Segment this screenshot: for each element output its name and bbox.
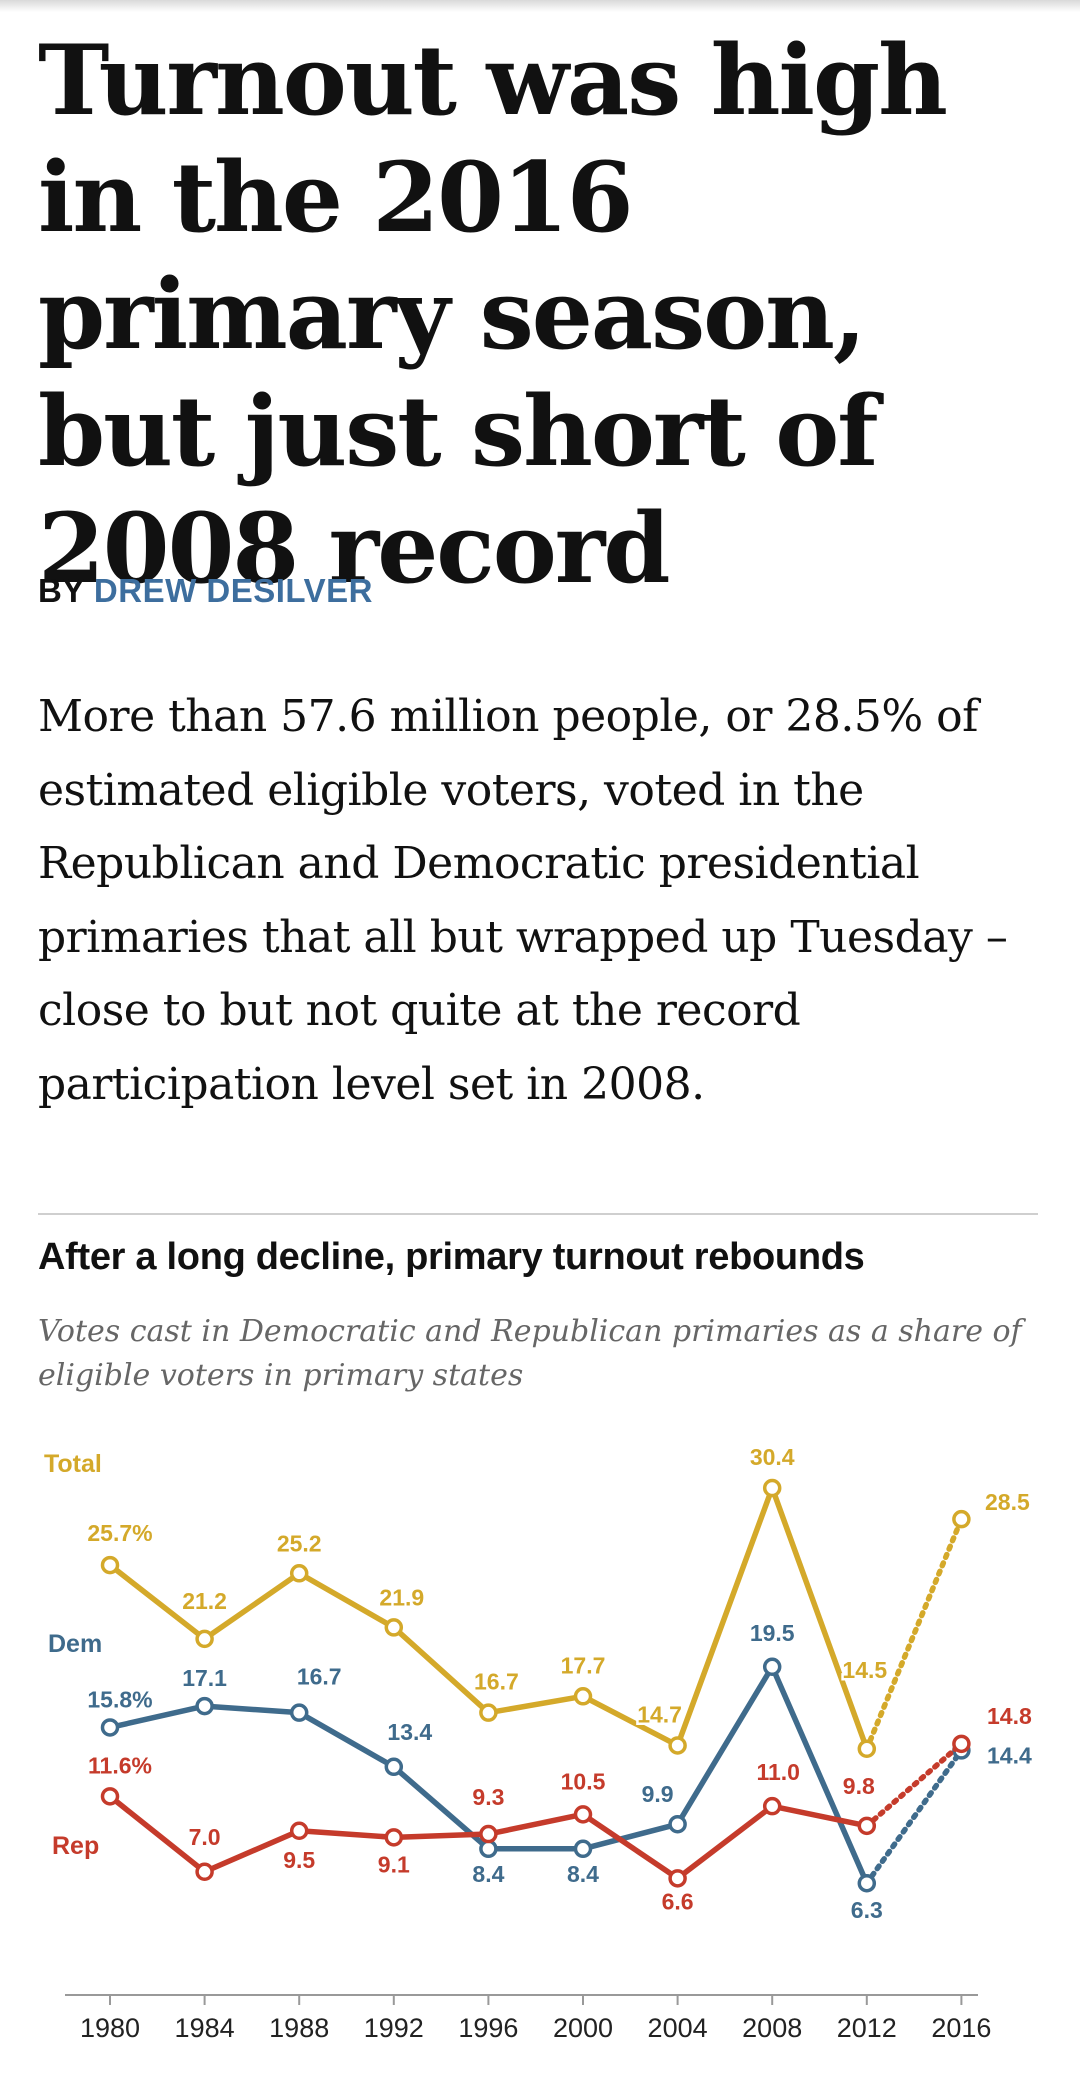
data-point-dem: [573, 1839, 593, 1859]
article-headline: Turnout was high in the 2016 primary sea…: [38, 24, 948, 605]
data-label-rep: 14.8: [987, 1703, 1032, 1729]
data-label-rep: 11.0: [756, 1759, 800, 1785]
data-point-dem: [762, 1657, 782, 1677]
data-point-rep: [195, 1862, 214, 1882]
data-point-total: [479, 1703, 498, 1722]
chart-subtitle: Votes cast in Democratic and Republican …: [38, 1314, 1022, 1393]
data-point-total: [952, 1509, 971, 1529]
data-point-total: [857, 1739, 877, 1759]
data-point-rep: [573, 1805, 593, 1824]
data-label-total: 21.2: [182, 1588, 227, 1614]
data-label-total: 25.7%: [87, 1520, 152, 1546]
data-point-total: [100, 1555, 120, 1575]
data-label-total: 25.2: [277, 1530, 322, 1556]
data-label-rep: 9.1: [378, 1851, 410, 1877]
data-point-rep: [952, 1734, 971, 1754]
data-label-rep: 9.8: [843, 1773, 875, 1799]
x-tick-label: 1980: [80, 2013, 140, 2043]
series-name-label-dem: Dem: [48, 1630, 102, 1658]
series-dotted-total: [864, 1516, 965, 1752]
chart-title: After a long decline, primary turnout re…: [38, 1236, 865, 1278]
data-point-total: [384, 1618, 404, 1637]
data-label-dem: 6.3: [851, 1897, 883, 1923]
x-tick-label: 1992: [364, 2013, 424, 2043]
data-label-dem: 8.4: [567, 1861, 599, 1887]
data-point-rep: [668, 1869, 687, 1888]
data-label-total: 28.5: [985, 1489, 1030, 1515]
series-dotted-rep: [864, 1741, 965, 1829]
data-label-dem: 19.5: [750, 1620, 795, 1646]
series-name-label-total: Total: [44, 1450, 102, 1478]
data-label-rep: 10.5: [561, 1768, 606, 1794]
data-point-rep: [479, 1824, 498, 1844]
x-tick-label: 2000: [553, 2013, 613, 2043]
x-tick-label: 2004: [648, 2013, 708, 2043]
data-label-rep: 7.0: [189, 1824, 221, 1850]
data-label-rep: 11.6%: [88, 1752, 152, 1778]
data-point-total: [668, 1736, 687, 1755]
data-label-dem: 8.4: [472, 1861, 504, 1887]
data-label-total: 17.7: [561, 1652, 606, 1678]
data-label-total: 14.7: [637, 1701, 682, 1727]
data-point-rep: [857, 1816, 877, 1836]
data-label-rep: 9.5: [283, 1847, 315, 1873]
data-label-dem: 17.1: [182, 1665, 227, 1691]
data-point-dem: [668, 1814, 687, 1834]
author-link[interactable]: DREW DESILVER: [93, 572, 373, 609]
data-point-rep: [384, 1828, 404, 1847]
data-point-dem: [195, 1696, 214, 1716]
data-label-dem: 14.4: [987, 1742, 1032, 1768]
byline: BY DREW DESILVER: [38, 572, 373, 610]
data-label-dem: 9.9: [642, 1781, 674, 1807]
data-point-dem: [479, 1839, 498, 1859]
x-tick-label: 1996: [458, 2013, 518, 2043]
data-label-rep: 6.6: [662, 1888, 694, 1914]
data-point-total: [573, 1687, 593, 1706]
data-point-rep: [762, 1796, 782, 1816]
x-tick-label: 1984: [175, 2013, 235, 2043]
data-label-rep: 9.3: [472, 1784, 504, 1810]
data-label-total: 21.9: [379, 1584, 424, 1610]
data-label-total: 14.5: [842, 1657, 887, 1683]
data-point-dem: [384, 1757, 404, 1777]
data-point-dem: [100, 1718, 120, 1737]
data-point-rep: [289, 1821, 309, 1841]
series-dotted-dem: [864, 1747, 965, 1886]
x-tick-label: 2008: [742, 2013, 802, 2043]
data-point-dem: [857, 1873, 877, 1893]
series-name-label-rep: Rep: [52, 1832, 99, 1860]
turnout-line-chart: 1980 1984 1988 1992 1996 2000 2004 2008 2012 2016…: [44, 1442, 1034, 2044]
data-point-dem: [289, 1703, 309, 1722]
data-label-dem: 13.4: [387, 1719, 432, 1745]
data-label-total: 16.7: [474, 1669, 519, 1695]
x-tick-label: 1988: [269, 2013, 329, 2043]
x-tick-label: 2016: [931, 2013, 991, 2043]
data-label-dem: 16.7: [297, 1664, 342, 1690]
chart-divider: [38, 1213, 1038, 1215]
data-label-dem: 15.8%: [87, 1686, 152, 1712]
data-point-rep: [100, 1787, 120, 1806]
data-point-total: [762, 1478, 782, 1498]
byline-prefix: BY: [38, 572, 85, 609]
top-bar-shadow: [0, 0, 1080, 12]
data-point-total: [195, 1629, 214, 1649]
data-point-total: [289, 1564, 309, 1583]
article-lede: More than 57.6 million people, or 28.5% …: [38, 691, 1008, 1110]
x-tick-label: 2012: [837, 2013, 897, 2043]
data-label-total: 30.4: [750, 1444, 795, 1470]
